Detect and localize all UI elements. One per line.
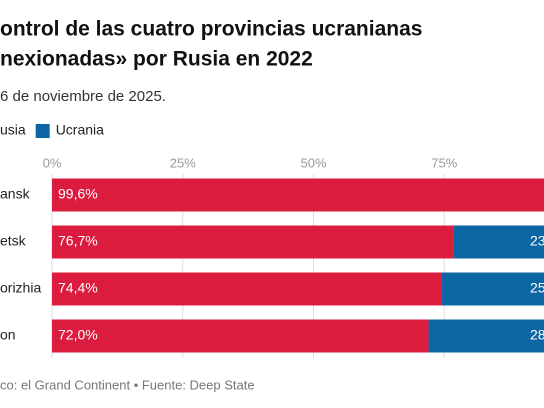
subtitle: 6 de noviembre de 2025.: [0, 88, 166, 105]
bar-segment: [52, 225, 454, 259]
bar-segment: [428, 319, 544, 353]
category-label: ansk: [0, 186, 31, 202]
category-label: on: [0, 327, 16, 343]
category-label: etsk: [0, 233, 27, 249]
value-label: 99,6%: [58, 186, 98, 202]
value-label: 72,0%: [58, 327, 98, 343]
x-tick-label: 25%: [170, 155, 196, 170]
value-label: 25: [530, 280, 544, 296]
value-label: 23: [530, 233, 544, 249]
x-tick-label: 75%: [431, 155, 457, 170]
legend-label: usia: [0, 122, 26, 138]
x-tick-label: 50%: [300, 155, 326, 170]
chart-title: nexionadas» por Rusia en 2022: [0, 48, 313, 71]
bar-segment: [52, 319, 429, 353]
value-label: 76,7%: [58, 233, 98, 249]
chart-title: ontrol de las cuatro provincias ucranian…: [0, 18, 422, 41]
bar-segment: [441, 272, 544, 306]
value-label: 28: [530, 327, 544, 343]
footer: co: el Grand Continent • Fuente: Deep St…: [0, 377, 255, 392]
legend-swatch: [35, 124, 50, 138]
legend-label: Ucrania: [56, 122, 104, 138]
bar-segment: [52, 272, 442, 306]
x-tick-label: 0%: [43, 155, 62, 170]
bar-segment: [453, 225, 544, 259]
bar-segment: [52, 178, 544, 212]
value-label: 74,4%: [58, 280, 98, 296]
category-label: orizhia: [0, 280, 41, 296]
